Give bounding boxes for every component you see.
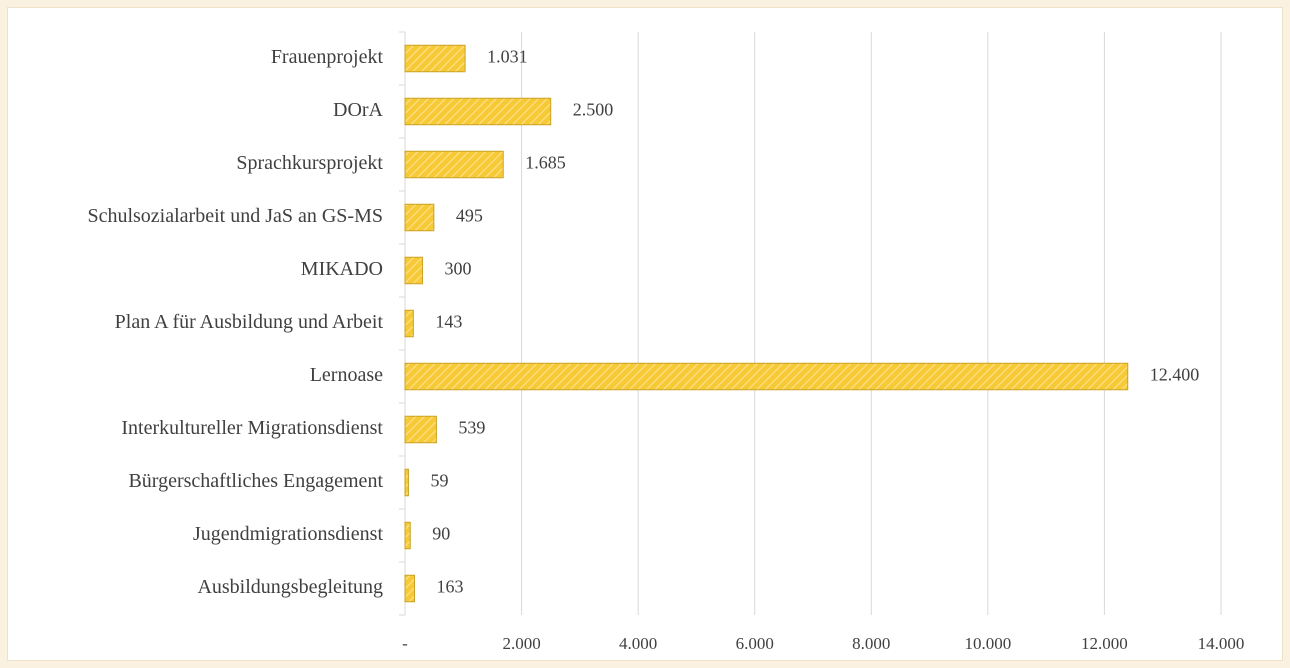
bar [404, 44, 466, 73]
bar [404, 362, 1129, 391]
y-tick-label: Frauenprojekt [271, 46, 384, 68]
y-tick-label: Lernoase [310, 364, 383, 386]
value-label: 539 [458, 418, 485, 438]
y-tick-label: Interkultureller Migrationsdienst [121, 417, 383, 439]
value-label: 143 [435, 312, 462, 332]
value-label: 1.031 [487, 47, 527, 67]
y-tick-label: Schulsozialarbeit und JaS an GS-MS [87, 205, 383, 227]
bar [404, 97, 552, 126]
x-tick-label: 8.000 [852, 634, 890, 653]
x-tick-label: - [402, 634, 408, 653]
bar [404, 468, 409, 497]
bar [404, 150, 504, 179]
bar [404, 521, 411, 550]
value-label: 163 [437, 577, 464, 597]
bar [404, 203, 435, 232]
x-tick-label: 14.000 [1198, 634, 1245, 653]
x-tick-label: 4.000 [619, 634, 657, 653]
x-tick-label: 2.000 [502, 634, 540, 653]
value-label: 495 [456, 206, 483, 226]
y-tick-label: MIKADO [301, 258, 383, 280]
bar [404, 256, 423, 285]
chart-frame [7, 7, 1283, 661]
y-tick-label: Jugendmigrationsdienst [193, 523, 383, 545]
y-tick-label: Ausbildungsbegleitung [197, 576, 383, 598]
value-label: 59 [430, 471, 448, 491]
bar [404, 309, 414, 338]
y-tick-label: Plan A für Ausbildung und Arbeit [115, 311, 384, 333]
value-label: 300 [444, 259, 471, 279]
value-label: 90 [432, 524, 450, 544]
value-label: 1.685 [525, 153, 566, 173]
bar [404, 415, 437, 444]
y-tick-label: Sprachkursprojekt [236, 152, 383, 174]
y-tick-label: DOrA [333, 99, 384, 121]
bar [404, 574, 416, 603]
y-tick-label: Bürgerschaftliches Engagement [128, 470, 383, 492]
x-tick-label: 12.000 [1081, 634, 1128, 653]
x-tick-label: 10.000 [964, 634, 1011, 653]
x-tick-label: 6.000 [736, 634, 774, 653]
value-label: 2.500 [573, 100, 614, 120]
value-label: 12.400 [1150, 365, 1200, 385]
